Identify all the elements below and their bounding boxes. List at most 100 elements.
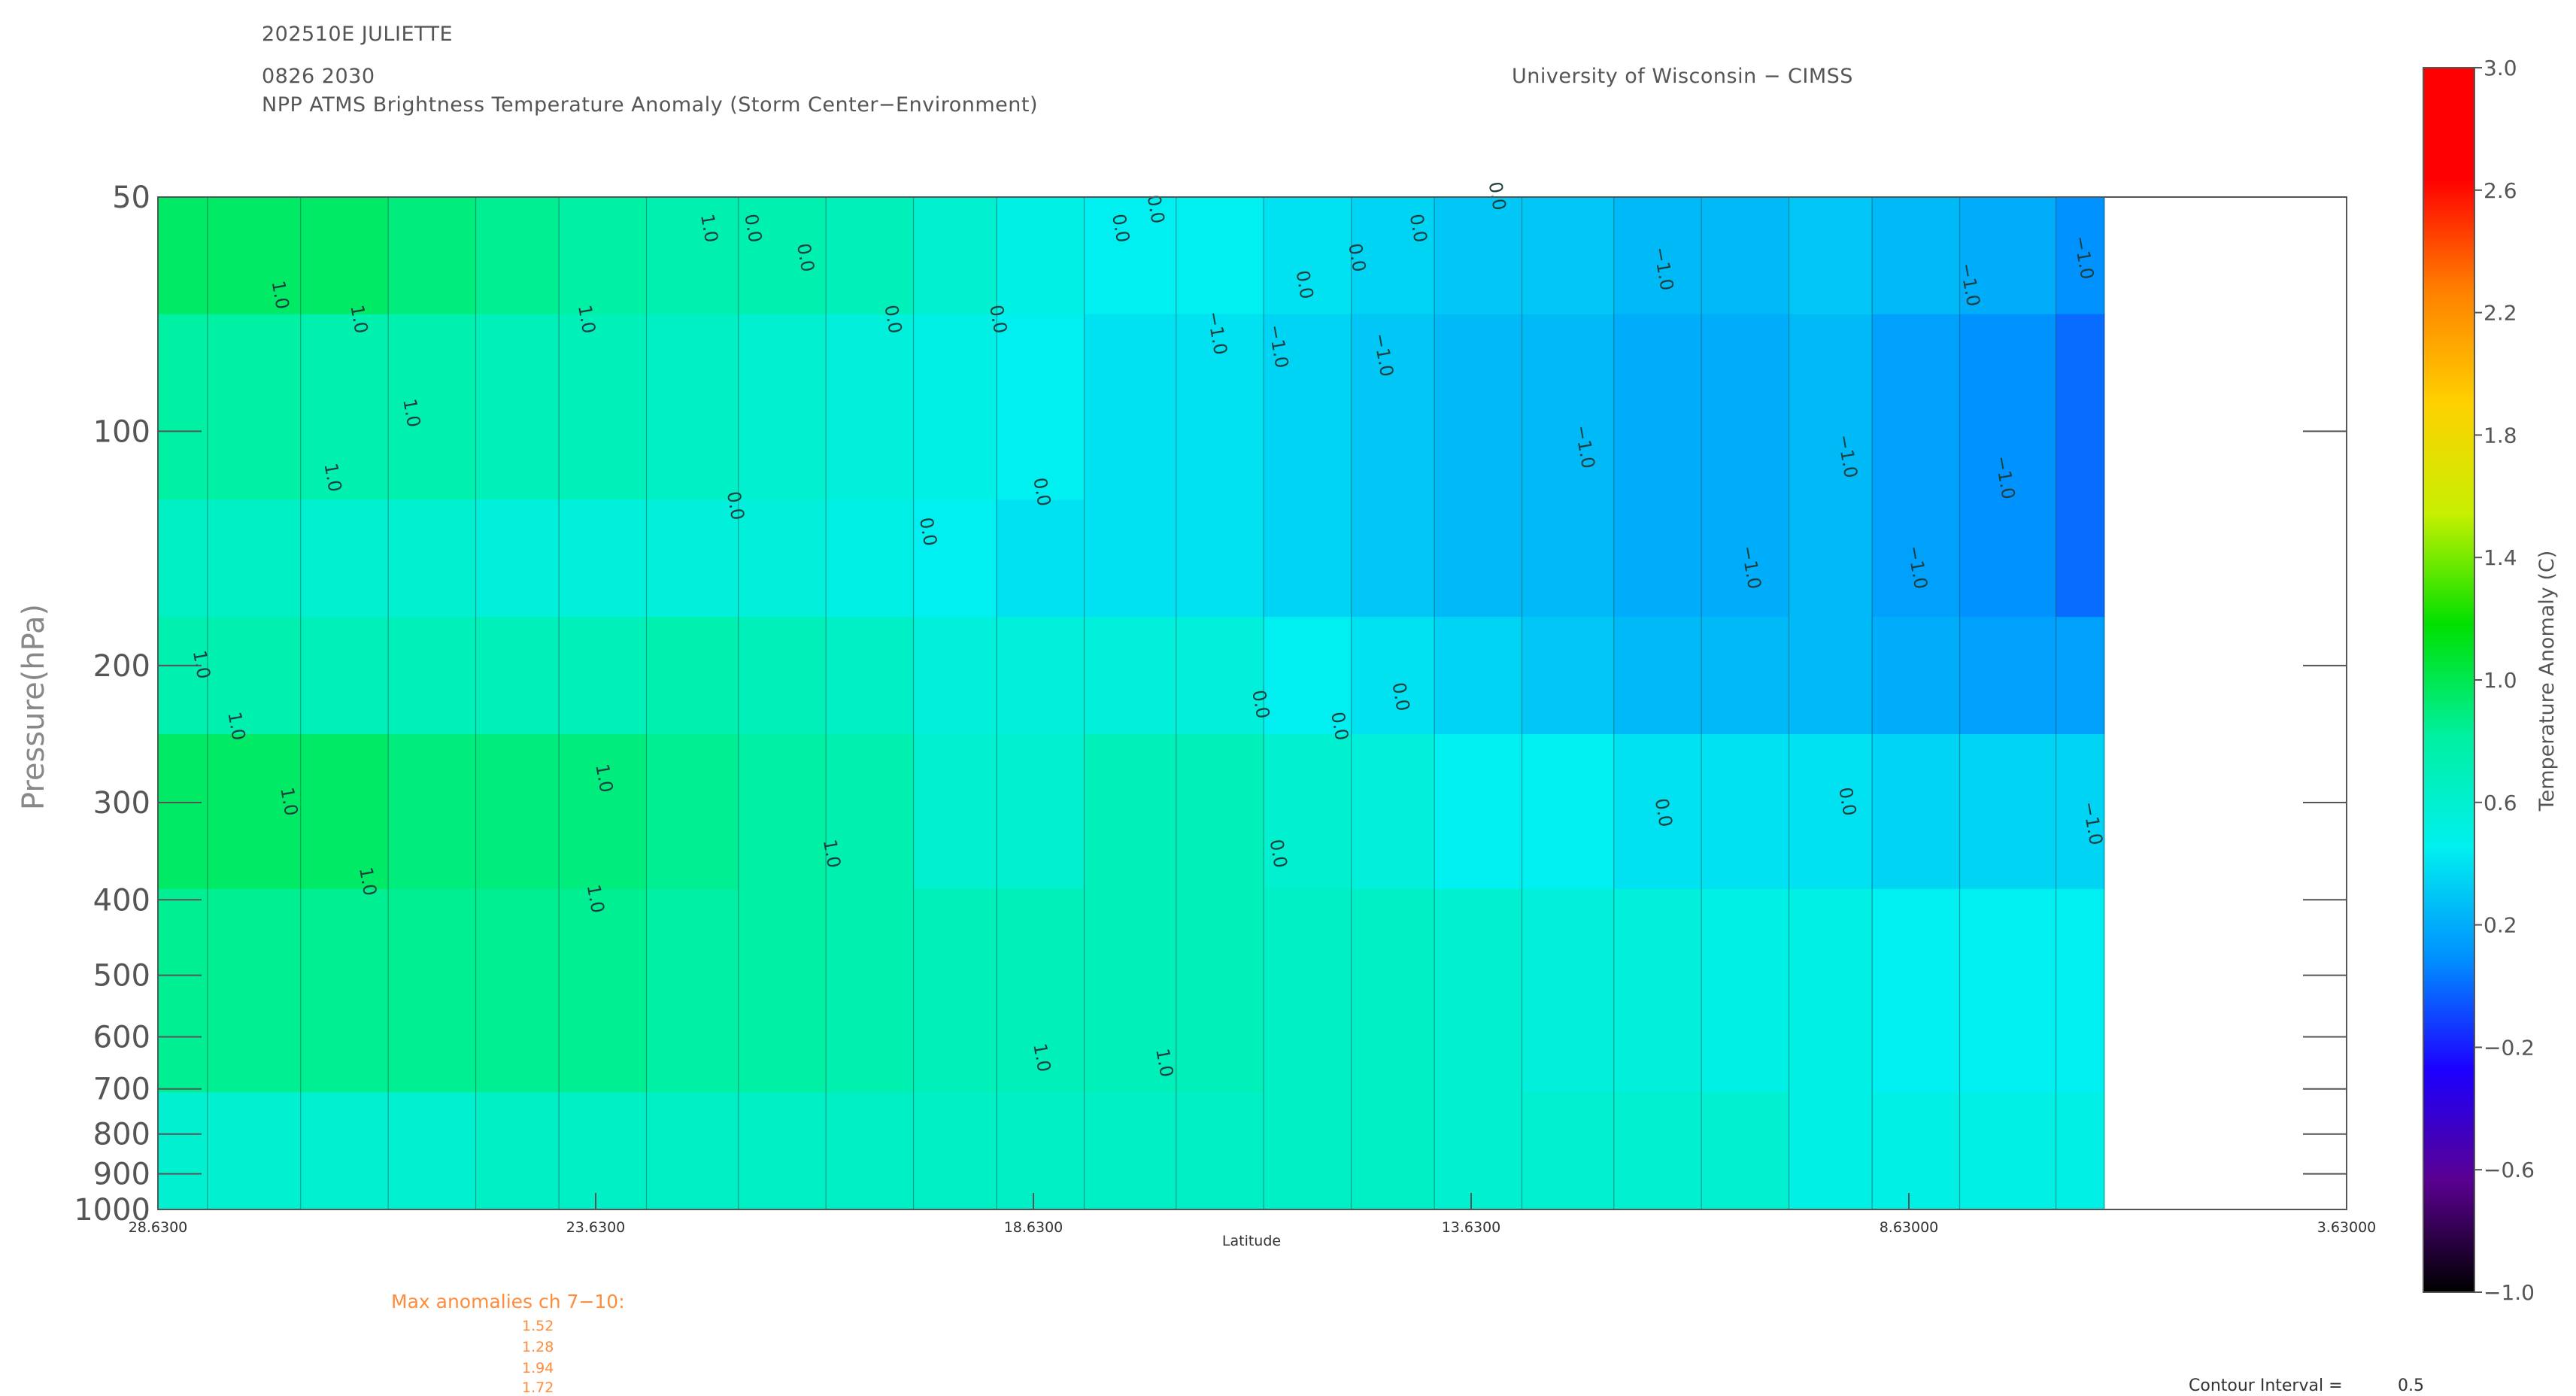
anomaly-cell: [475, 197, 560, 315]
anomaly-cell: [300, 617, 389, 735]
y-tick-label: 500: [93, 959, 150, 994]
anomaly-cell: [388, 617, 477, 735]
colorbar-tick-label: −0.6: [2483, 1158, 2535, 1182]
anomaly-cell: [997, 734, 1085, 890]
anomaly-cell: [1434, 888, 1523, 1094]
anomaly-cell: [2056, 617, 2105, 735]
anomaly-cell: [1176, 314, 1264, 501]
anomaly-cell: [913, 888, 997, 1094]
colorbar: 3.0 2.6 2.2 1.8 1.4 1.0 0.6 0.2 −0.2 −0.6 −1.0: [2423, 56, 2535, 1305]
x-tick-label: 28.6300: [129, 1219, 188, 1236]
contour-label: 0.0: [1406, 212, 1431, 244]
anomaly-cell: [826, 499, 915, 618]
anomaly-cell: [1872, 1092, 1961, 1209]
contour-label: 0.0: [1834, 785, 1860, 817]
colorbar-tick-label: 1.0: [2483, 668, 2517, 693]
anomaly-cell: [300, 734, 389, 890]
contour-label: 1.0: [223, 710, 249, 742]
anomaly-cell: [207, 197, 302, 315]
contour-label: 0.0: [880, 303, 906, 335]
contour-label: 1.0: [346, 303, 372, 335]
contour-label: 0.0: [1651, 797, 1676, 828]
anomaly-cell: [158, 734, 208, 890]
max-anomalies-title: Max anomalies ch 7−10:: [391, 1291, 625, 1313]
anomaly-cell: [1613, 197, 1702, 315]
anomaly-field: [158, 197, 2105, 1209]
contour-label: 1.0: [591, 762, 617, 794]
anomaly-cell: [300, 888, 389, 1094]
colorbar-tick-label: 1.4: [2483, 545, 2517, 570]
anomaly-cell: [388, 734, 477, 890]
max-anomaly-value: 1.94: [522, 1360, 554, 1376]
anomaly-cell: [158, 888, 208, 1094]
anomaly-cell: [388, 1092, 477, 1209]
anomaly-cell: [475, 1092, 560, 1209]
y-tick-label: 300: [93, 786, 150, 821]
anomaly-cell: [1959, 734, 2057, 890]
anomaly-cell: [646, 499, 739, 618]
contour-label: 1.0: [1029, 1042, 1054, 1073]
anomaly-cell: [300, 1092, 389, 1209]
anomaly-cell: [388, 197, 477, 315]
contour-label: 0.0: [1248, 688, 1273, 720]
x-tick-label: 23.6300: [566, 1219, 626, 1236]
anomaly-cell: [997, 499, 1085, 618]
anomaly-cell: [1351, 888, 1435, 1094]
anomaly-cell: [1872, 197, 1961, 315]
anomaly-cell: [1613, 1092, 1702, 1209]
anomaly-cell: [738, 314, 827, 501]
contour-label: 0.0: [1108, 212, 1133, 244]
anomaly-cell: [1613, 734, 1702, 890]
anomaly-cell: [1264, 617, 1352, 735]
contour-interval-value: 0.5: [2398, 1376, 2424, 1395]
anomaly-cell: [1176, 617, 1264, 735]
anomaly-cell: [207, 1092, 302, 1209]
anomaly-cell: [158, 314, 208, 501]
anomaly-cell: [997, 617, 1085, 735]
anomaly-cell: [207, 314, 302, 501]
anomaly-cell: [913, 499, 997, 618]
anomaly-cell: [646, 314, 739, 501]
anomaly-cell: [1176, 1092, 1264, 1209]
anomaly-cell: [1264, 197, 1352, 315]
anomaly-cell: [207, 617, 302, 735]
anomaly-cell: [1789, 734, 1873, 890]
y-tick-label: 50: [112, 181, 150, 215]
anomaly-cell: [826, 197, 915, 315]
y-axis-label: Pressure(hPa): [17, 604, 51, 810]
anomaly-cell: [1872, 734, 1961, 890]
anomaly-cell: [646, 734, 739, 890]
x-tick-label: 13.6300: [1442, 1219, 1501, 1236]
y-tick-label: 100: [93, 414, 150, 449]
anomaly-cell: [913, 197, 997, 315]
x-axis-label: Latitude: [1222, 1233, 1281, 1249]
anomaly-cell: [1264, 1092, 1352, 1209]
contour-label: 1.0: [1151, 1047, 1177, 1079]
colorbar-tick-label: −0.2: [2483, 1035, 2535, 1060]
anomaly-cell: [826, 617, 915, 735]
anomaly-cell: [738, 888, 827, 1094]
anomaly-cell: [2056, 314, 2105, 501]
anomaly-cell: [158, 617, 208, 735]
anomaly-cell: [2056, 1092, 2105, 1209]
anomaly-cell: [1176, 888, 1264, 1094]
anomaly-cell: [826, 1092, 915, 1209]
anomaly-cell: [1959, 499, 2057, 618]
anomaly-cell: [1872, 617, 1961, 735]
anomaly-cell: [1084, 734, 1177, 890]
anomaly-cell: [1084, 197, 1177, 315]
anomaly-cell: [1522, 1092, 1615, 1209]
anomaly-cell: [1789, 197, 1873, 315]
anomaly-cell: [1522, 197, 1615, 315]
anomaly-cell: [475, 499, 560, 618]
anomaly-cell: [1084, 617, 1177, 735]
anomaly-cell: [1522, 888, 1615, 1094]
contour-label: 1.0: [355, 866, 381, 897]
anomaly-cell: [1701, 617, 1790, 735]
anomaly-cell: [1264, 499, 1352, 618]
anomaly-cell: [1789, 499, 1873, 618]
contour-label: 0.0: [1485, 180, 1510, 211]
anomaly-cell: [738, 197, 827, 315]
anomaly-cell: [1434, 314, 1523, 501]
